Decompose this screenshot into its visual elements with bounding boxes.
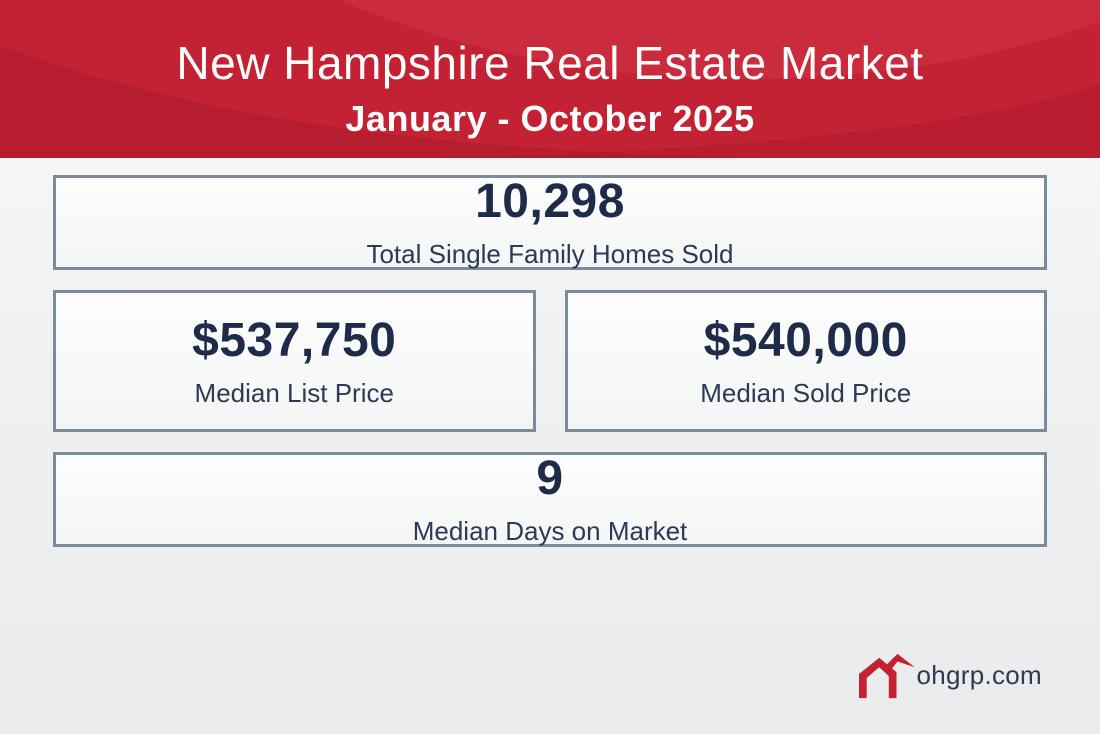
stat-card-median-sold-price: $540,000 Median Sold Price: [564, 290, 1047, 432]
stat-value: $537,750: [192, 313, 397, 367]
page-title: New Hampshire Real Estate Market: [176, 37, 924, 89]
stats-section: 10,298 Total Single Family Homes Sold $5…: [0, 158, 1100, 547]
brand-logo: ohgrp.com: [853, 650, 1042, 700]
website-text: ohgrp.com: [916, 659, 1042, 690]
stat-card-median-list-price: $537,750 Median List Price: [53, 290, 536, 432]
stat-value: 9: [536, 452, 564, 505]
stat-label: Total Single Family Homes Sold: [366, 239, 734, 269]
stats-row: $537,750 Median List Price $540,000 Medi…: [53, 290, 1047, 432]
stat-label: Median Days on Market: [412, 516, 688, 546]
header-wave-art: [0, 0, 1100, 158]
stat-value: $540,000: [703, 313, 908, 367]
stat-card-median-days-on-market: 9 Median Days on Market: [53, 452, 1047, 547]
stat-value: 10,298: [475, 175, 625, 228]
header-banner: New Hampshire Real Estate Market January…: [0, 0, 1100, 158]
double-roof-house-icon: [859, 653, 916, 699]
stat-label: Median Sold Price: [700, 377, 912, 408]
stat-label: Median List Price: [194, 377, 394, 408]
page-subtitle: January - October 2025: [345, 97, 755, 139]
header-text-group: New Hampshire Real Estate Market January…: [0, 0, 1100, 158]
stat-card-total-homes-sold: 10,298 Total Single Family Homes Sold: [53, 175, 1047, 270]
